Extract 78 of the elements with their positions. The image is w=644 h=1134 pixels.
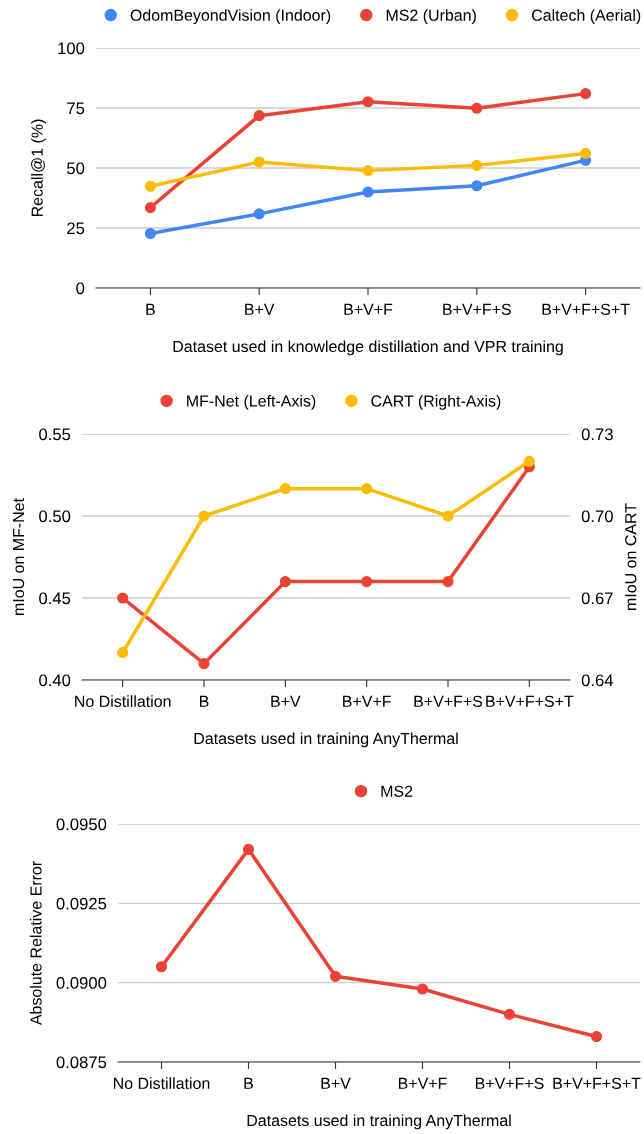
point [503,1008,516,1020]
x-tick-label: No Distillation [75,695,171,708]
point [590,1031,603,1043]
point [471,180,483,192]
x-tick-label: B+V+F+S+T [542,303,630,316]
y-tick-label: 50 [67,162,85,175]
y-axis-title: Absolute Relative Error [29,861,42,1026]
y-tick-label: 75 [67,102,85,115]
x-tick-label: B+V+F [344,303,393,315]
y2-tick-label: 0.73 [581,428,613,441]
point [253,110,265,122]
point [361,576,373,588]
x-axis-title: Datasets used in training AnyThermal [247,1114,511,1130]
legend-label: MF-Net (Left-Axis) [187,394,316,410]
point [279,483,291,495]
point [523,455,535,467]
y2-axis-title: mIoU on CART [625,503,637,610]
x-tick-label: B+V+F [343,695,391,707]
y-tick-label: 100 [58,42,85,55]
legend-label: MS2 (Urban) [386,9,476,25]
x-tick-label: B+V+F+S+T [553,1077,641,1090]
x-tick-label: B+V [321,1077,351,1089]
point [362,96,374,108]
x-tick-label: B [199,695,209,707]
point [442,576,454,588]
x-tick-label: B+V [271,695,301,707]
y-axis-title: Recall@1 (%) [31,119,46,217]
x-tick-label: No Distillation [113,1077,210,1090]
x-tick-label: B+V+F+S+T [486,695,574,708]
y-tick-label: 0.0925 [56,897,107,910]
y-tick-label: 0.0900 [56,977,107,989]
y2-tick-label: 0.70 [581,510,613,523]
legend-label: CART (Right-Axis) [371,394,501,410]
y-tick-label: 0.0875 [56,1056,107,1069]
x-tick-label: B [146,303,155,315]
point [253,208,265,220]
y2-tick-label: 0.67 [581,592,613,605]
y-tick-label: 0 [76,282,85,295]
y-tick-label: 0.55 [39,428,71,441]
point [580,147,592,159]
y2-tick-label: 0.64 [581,674,614,687]
point [362,165,374,177]
legend-label: MS2 [381,785,413,797]
point [471,102,483,114]
point [144,227,156,240]
point [416,983,429,995]
x-tick-label: B+V [245,303,275,315]
point [442,510,454,522]
point [253,156,265,168]
y-tick-label: 0.40 [39,674,71,687]
point [117,647,129,659]
y-axis-title: mIoU on MF-Net [13,498,25,615]
x-axis-title: Datasets used in training AnyThermal [194,732,458,748]
y-tick-label: 25 [67,222,85,235]
point [144,202,156,214]
point [471,159,483,171]
point [242,843,255,855]
x-tick-label: B+V+F+S [475,1077,544,1090]
point [198,658,210,670]
point [362,186,374,198]
point [144,180,156,192]
point [155,961,168,973]
x-tick-label: B+V+F [398,1077,447,1089]
x-axis-title: Dataset used in knowledge distillation and VPR training [173,340,563,356]
point [361,483,373,495]
y-tick-label: 0.0950 [56,818,107,831]
point [580,88,592,100]
point [329,970,342,982]
legend-label: OdomBeyondVision (Indoor) [130,9,331,25]
point [279,576,291,588]
x-tick-label: B [244,1077,253,1089]
point [117,592,129,604]
legend-label: Caltech (Aerial) [531,9,641,25]
y-tick-label: 0.50 [39,510,71,523]
point [198,510,210,522]
y-tick-label: 0.45 [39,592,71,605]
x-tick-label: B+V+F+S [414,695,483,708]
x-tick-label: B+V+F+S [443,303,511,316]
